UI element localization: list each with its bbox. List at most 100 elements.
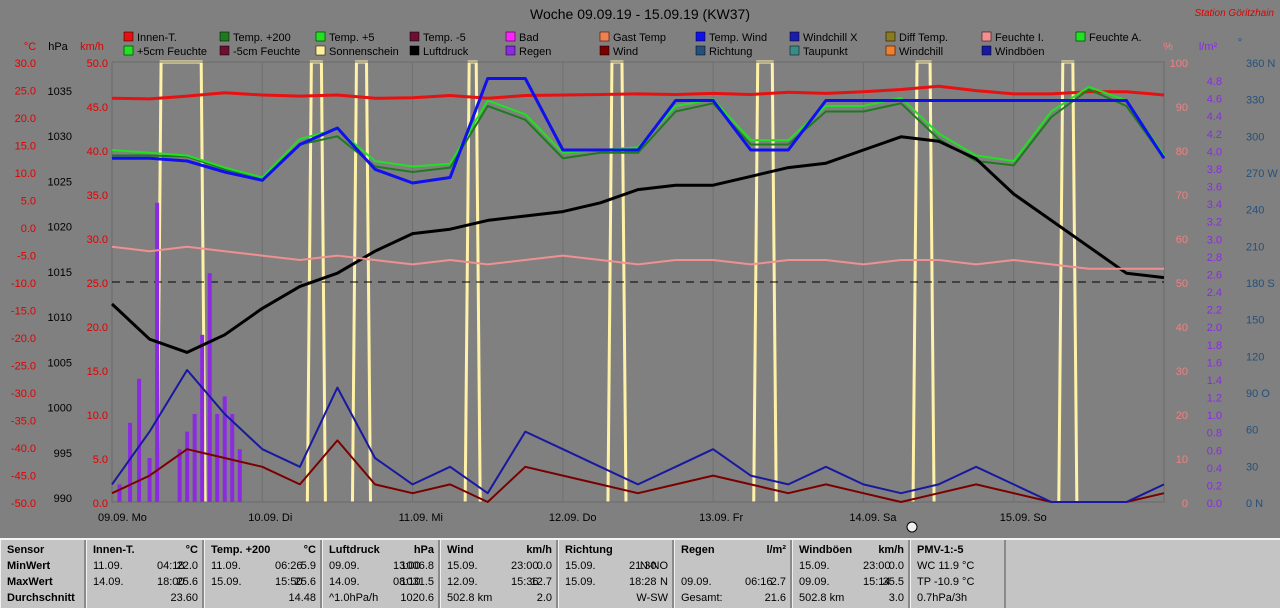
pressure-tick-label: 1020 — [48, 222, 72, 234]
x-day-label: 12.09. Do — [549, 512, 597, 524]
stats-cell: W-SW — [636, 592, 668, 604]
series-feuchte-i- — [111, 245, 1164, 270]
stats-cell: MinWert — [7, 560, 51, 572]
legend-label: Taupunkt — [803, 46, 848, 58]
legend-label: Innen-T. — [137, 32, 177, 44]
stats-row: ^1.0hPa/h 1020.6 — [323, 590, 438, 606]
x-day-label: 11.09. Mi — [399, 512, 443, 524]
series-innen-t- — [111, 84, 1165, 101]
direction-tick-label: 0 N — [1246, 498, 1263, 510]
legend-swatch — [409, 45, 420, 56]
stats-cell: 2.0 — [536, 592, 552, 604]
time-scroll-handle[interactable] — [906, 521, 918, 533]
rain-tick-label: 4.2 — [1207, 129, 1222, 141]
temp-tick-label: 15.0 — [15, 141, 36, 153]
stats-column: Sensor MinWert MaxWert Durchschnitt — [0, 540, 86, 608]
stats-cell: 21.6 — [764, 592, 786, 604]
stats-cell: km/h — [878, 544, 904, 556]
temp-tick-label: 5.0 — [21, 196, 36, 208]
stats-cell: 23:00 — [511, 560, 539, 572]
wind-tick-label: 35.0 — [87, 190, 108, 202]
rain-unit: l/m² — [1199, 41, 1218, 53]
rain-tick-label: 2.8 — [1207, 252, 1222, 264]
stats-row: MaxWert — [1, 574, 84, 590]
rain-tick-label: 4.0 — [1207, 146, 1222, 158]
stats-column: Wind km/h 15.09. 23:00 0.0 12.09. 15:36 12.7 502… — [440, 540, 558, 608]
direction-tick-label: 150 — [1246, 315, 1264, 327]
series-wind — [111, 439, 1165, 503]
legend-label: Feuchte A. — [1089, 32, 1142, 44]
legend-swatch — [695, 31, 706, 42]
stats-cell: 22.0 — [176, 560, 198, 572]
humidity-tick-label: 60 — [1176, 234, 1188, 246]
rain-bar — [200, 334, 205, 502]
stats-cell: l/m² — [766, 544, 786, 556]
stats-row: 14.09. 18:00 25.6 — [87, 574, 202, 590]
stats-cell: 5.9 — [300, 560, 316, 572]
rain-tick-label: 1.4 — [1207, 375, 1222, 387]
station-name: Station Göritzhain — [1194, 8, 1275, 19]
legend-label: Luftdruck — [423, 46, 469, 58]
temp-tick-label: 25.0 — [15, 86, 36, 98]
rain-tick-label: 2.4 — [1207, 287, 1222, 299]
axes: 30.0 25.0 20.0 15.0 10.0 5.0 0.0 -5.0 -10.0 -15.0… — [11, 37, 1278, 510]
stats-row: 15.09. 23:00 0.0 — [441, 558, 556, 574]
legend-swatch — [885, 45, 896, 56]
series-windb-en — [111, 369, 1165, 503]
rain-tick-label: 3.6 — [1207, 182, 1222, 194]
temp-tick-label: -5.0 — [17, 251, 36, 263]
temp-tick-label: -35.0 — [11, 416, 36, 428]
temp-tick-label: 30.0 — [15, 58, 36, 70]
stats-header: Windböen km/h — [793, 542, 908, 558]
legend-swatch — [123, 45, 134, 56]
stats-cell: Regen — [681, 544, 715, 556]
stats-cell: km/h — [526, 544, 552, 556]
legend-swatch — [505, 45, 516, 56]
stats-cell: 502.8 km — [447, 592, 493, 604]
wind-tick-label: 15.0 — [87, 366, 108, 378]
direction-tick-label: 360 N — [1246, 58, 1275, 70]
series-temp-wind — [112, 77, 1166, 185]
wind-unit: km/h — [80, 41, 104, 53]
legend-swatch — [981, 45, 992, 56]
rain-bar — [128, 422, 133, 502]
stats-cell: Innen-T. — [93, 544, 135, 556]
stats-row: 14.48 — [205, 590, 320, 606]
legend-swatch — [219, 31, 230, 42]
legend-swatch — [219, 45, 230, 56]
rain-bar — [215, 414, 220, 502]
temp-tick-label: -15.0 — [11, 306, 36, 318]
legend-swatch — [981, 31, 992, 42]
rain-tick-label: 0.6 — [1207, 445, 1222, 457]
stats-column: PMV-1:-5 WC 11.9 °C TP -10.9 °C 0.7hPa/3h — [910, 540, 1006, 608]
rain-bar — [137, 378, 142, 502]
legend-label: Feuchte I. — [995, 32, 1044, 44]
wind-tick-label: 50.0 — [87, 58, 108, 70]
chart-title: Woche 09.09.19 - 15.09.19 (KW37) — [530, 6, 750, 22]
stats-cell: MaxWert — [7, 576, 53, 588]
pressure-tick-label: 1010 — [48, 312, 72, 324]
stats-cell: 06:26 — [275, 560, 303, 572]
stats-row: 502.8 km 2.0 — [441, 590, 556, 606]
pressure-tick-label: 1005 — [48, 357, 72, 369]
stats-row: 15.09. 23:00 0.0 — [793, 558, 908, 574]
stats-cell: 0.0 — [888, 560, 904, 572]
rain-tick-label: 0.8 — [1207, 428, 1222, 440]
stats-header: Richtung — [559, 542, 672, 558]
pressure-tick-label: 1030 — [48, 131, 72, 143]
stats-cell: Wind — [447, 544, 474, 556]
stats-row: MinWert — [1, 558, 84, 574]
pressure-tick-label: 1000 — [48, 403, 72, 415]
rain-tick-label: 2.2 — [1207, 305, 1222, 317]
rain-tick-label: 3.2 — [1207, 217, 1222, 229]
stats-cell: 12.7 — [530, 576, 552, 588]
temp-tick-label: 10.0 — [15, 168, 36, 180]
pressure-tick-label: 1015 — [48, 267, 72, 279]
legend-label: Gast Temp — [613, 32, 666, 44]
legend-swatch — [695, 45, 706, 56]
stats-cell: 15:14 — [863, 576, 891, 588]
direction-tick-label: 240 — [1246, 205, 1264, 217]
pressure-tick-label: 995 — [54, 448, 72, 460]
legend-label: Wind — [613, 46, 638, 58]
stats-row: 15.09. 18:28 N — [559, 574, 672, 590]
